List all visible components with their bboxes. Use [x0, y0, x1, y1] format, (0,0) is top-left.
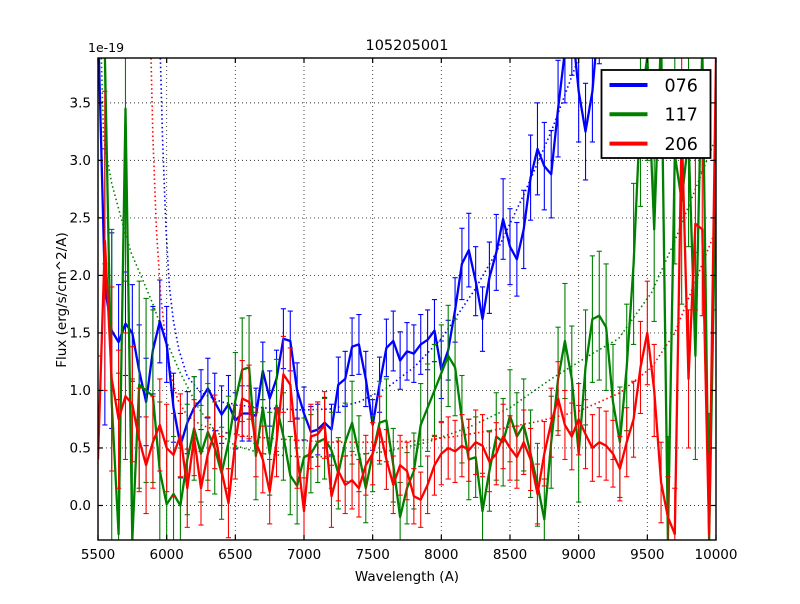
x-tick-label: 9500	[630, 547, 664, 563]
series-line-076	[98, 58, 597, 447]
legend: 076 117 206	[600, 69, 712, 159]
x-tick-label: 5500	[81, 547, 115, 563]
y-tick-label: 3.0	[70, 153, 91, 169]
y-tick-label: 1.5	[70, 326, 91, 342]
legend-label-117: 117	[665, 106, 698, 126]
x-tick-label: 9000	[561, 547, 595, 563]
y-axis-offset-label: 1e-19	[88, 40, 124, 55]
chart-title: 105205001	[365, 38, 448, 54]
plot-frame	[97, 57, 717, 541]
x-tick-label: 7000	[287, 547, 321, 563]
y-axis-label: Flux (erg/s/cm^2/A)	[54, 232, 70, 367]
x-tick-label: 6000	[149, 547, 183, 563]
data-layer	[98, 58, 716, 540]
x-tick-label: 8000	[424, 547, 458, 563]
y-tick-label: 3.5	[70, 95, 91, 111]
series-line-206	[98, 58, 716, 536]
y-tick-label: 0.5	[70, 441, 91, 457]
y-tick-label: 1.0	[70, 383, 91, 399]
y-tick-label: 2.0	[70, 268, 91, 284]
x-tick-label: 6500	[218, 547, 252, 563]
x-axis-label: Wavelength (A)	[355, 569, 459, 585]
x-tick-label: 7500	[355, 547, 389, 563]
x-tick-label: 10000	[695, 547, 738, 563]
y-tick-label: 0.0	[70, 498, 91, 514]
series-206	[98, 58, 716, 540]
x-tick-label: 8500	[493, 547, 527, 563]
legend-label-076: 076	[665, 76, 698, 96]
y-tick-label: 2.5	[70, 210, 91, 226]
legend-label-206: 206	[665, 135, 698, 155]
axis-layer: 5500 6000 6500 7000 7500 8000 8500 9000 9500 1000…	[70, 57, 738, 563]
